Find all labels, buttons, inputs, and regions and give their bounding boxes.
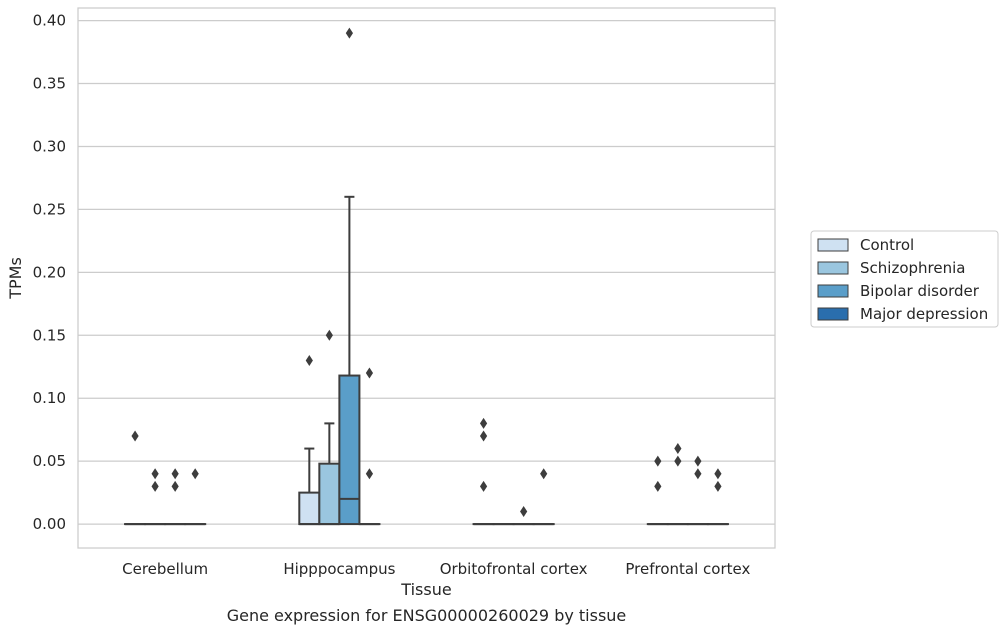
x-tick-label: Prefrontal cortex xyxy=(625,560,750,578)
outlier-point xyxy=(365,468,374,480)
box-group xyxy=(144,468,167,526)
box-group xyxy=(298,354,321,526)
y-tick-label: 0.05 xyxy=(33,452,66,470)
box-group xyxy=(512,505,535,526)
outlier-point xyxy=(345,27,353,39)
x-tick-label: Hipppocampus xyxy=(283,560,395,578)
legend-swatch xyxy=(817,307,849,321)
outlier-point xyxy=(654,480,662,492)
y-axis-label: TPMs xyxy=(6,257,25,300)
y-tick-labels: 0.00 0.05 0.10 0.15 0.20 0.25 0.30 0.35 0.40 xyxy=(33,12,66,533)
box-rect xyxy=(298,491,321,526)
box-group xyxy=(184,468,207,526)
box-group xyxy=(532,468,555,526)
y-tick-label: 0.15 xyxy=(33,326,66,344)
outlier-point xyxy=(325,329,333,341)
outlier-point xyxy=(171,468,179,480)
box-group xyxy=(666,443,689,526)
outlier-point xyxy=(540,468,548,480)
legend-frame xyxy=(810,230,999,328)
x-tick-label: Orbitofrontal cortex xyxy=(440,560,588,578)
legend-label: Control xyxy=(860,236,914,254)
legend-swatch xyxy=(817,261,849,275)
outlier-point xyxy=(674,443,682,455)
box-group xyxy=(338,27,361,526)
outlier-point xyxy=(479,417,488,429)
outlier-point xyxy=(694,455,702,467)
outlier-point xyxy=(365,367,374,379)
y-tick-label: 0.20 xyxy=(33,263,66,281)
outlier-point xyxy=(694,468,702,480)
y-tick-label: 0.25 xyxy=(33,200,66,218)
box-group xyxy=(318,329,341,526)
y-tick-label: 0.00 xyxy=(33,515,66,533)
legend-swatch xyxy=(817,238,849,252)
box-group xyxy=(686,455,709,526)
outlier-point xyxy=(714,468,722,480)
grid-lines xyxy=(78,19,775,525)
plot-frame xyxy=(77,7,776,549)
box-group xyxy=(358,367,381,526)
box-group xyxy=(646,455,669,526)
legend-label: Major depression xyxy=(860,305,988,323)
box-marks xyxy=(124,27,729,526)
legend-label: Schizophrenia xyxy=(860,259,965,277)
outlier-point xyxy=(151,480,159,492)
box-rect xyxy=(318,462,341,526)
outlier-point xyxy=(714,480,722,492)
outlier-point xyxy=(151,468,159,480)
outlier-point xyxy=(479,430,488,442)
box-group xyxy=(472,417,495,526)
outlier-point xyxy=(131,430,139,442)
outlier-point xyxy=(191,468,199,480)
x-tick-label: Cerebellum xyxy=(122,560,208,578)
legend-swatch xyxy=(817,284,849,298)
legend: Control Schizophrenia Bipolar disorder Majo… xyxy=(810,230,999,328)
box-group xyxy=(164,468,187,526)
y-tick-label: 0.35 xyxy=(33,75,66,93)
y-tick-label: 0.10 xyxy=(33,389,66,407)
legend-label: Bipolar disorder xyxy=(860,282,980,300)
y-tick-label: 0.30 xyxy=(33,137,66,155)
x-axis-label: Tissue xyxy=(400,580,451,599)
outlier-point xyxy=(479,480,488,492)
outlier-point xyxy=(674,455,682,467)
outlier-point xyxy=(520,505,528,517)
box-rect xyxy=(338,374,361,526)
outlier-point xyxy=(305,354,313,366)
outlier-point xyxy=(171,480,179,492)
y-tick-label: 0.40 xyxy=(33,12,66,30)
x-tick-labels: Cerebellum Hipppocampus Orbitofrontal cort… xyxy=(122,560,750,578)
chart-title: Gene expression for ENSG00000260029 by t… xyxy=(227,606,627,625)
box-group xyxy=(124,430,147,526)
outlier-point xyxy=(654,455,662,467)
box-group xyxy=(706,468,729,526)
